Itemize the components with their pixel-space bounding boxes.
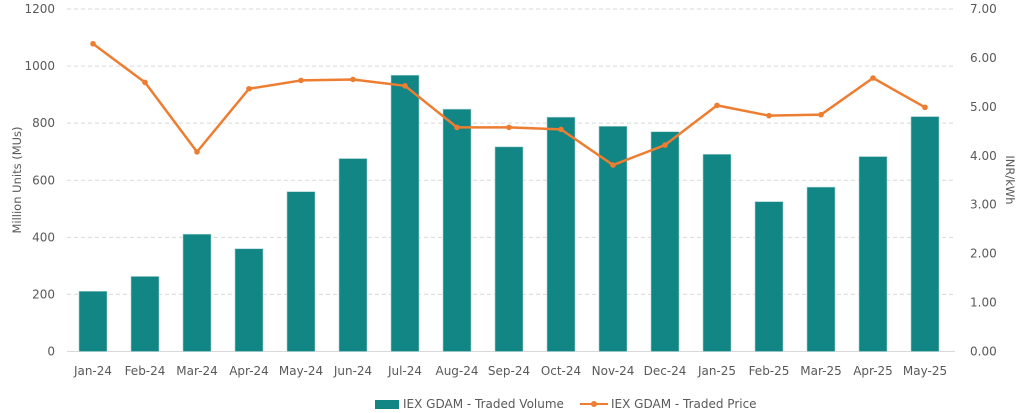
left-tick-label: 400 <box>32 230 55 244</box>
price-point <box>246 85 252 92</box>
volume-bar <box>390 74 420 352</box>
right-axis-title: INR/kWh <box>1003 155 1017 204</box>
x-tick-label: Dec-24 <box>644 364 687 378</box>
left-tick-label: 800 <box>32 116 55 130</box>
x-tick-label: Feb-25 <box>749 364 790 378</box>
left-tick-label: 600 <box>32 173 55 187</box>
x-axis-ticks: Jan-24 Feb-24 Mar-24 Apr-24 May-24 Jun-24 Jul-… <box>73 364 947 378</box>
price-point <box>818 111 824 118</box>
right-tick-label: 3.00 <box>970 198 997 212</box>
x-tick-label: Apr-25 <box>853 364 893 378</box>
right-tick-label: 4.00 <box>970 149 997 163</box>
x-tick-label: Feb-24 <box>125 364 166 378</box>
volume-bar <box>182 233 212 352</box>
x-tick-label: Jan-25 <box>697 364 736 378</box>
price-point <box>142 79 148 86</box>
x-tick-label: Jul-24 <box>387 364 422 378</box>
price-point <box>766 112 772 119</box>
volume-bar <box>754 201 784 352</box>
left-tick-label: 1000 <box>24 59 55 73</box>
price-point <box>350 76 356 83</box>
left-axis-title: Million Units (MUs) <box>10 126 24 233</box>
price-point <box>506 124 512 131</box>
volume-bar <box>78 290 108 352</box>
price-point <box>90 40 96 47</box>
left-tick-label: 1200 <box>24 2 55 16</box>
line-marker-swatch-icon <box>580 400 608 409</box>
price-point <box>194 149 200 155</box>
volume-bar <box>858 156 888 352</box>
right-tick-label: 0.00 <box>970 345 997 359</box>
volume-bar <box>130 276 160 352</box>
price-point <box>610 162 616 168</box>
x-tick-label: Jun-24 <box>333 364 372 378</box>
x-tick-label: Nov-24 <box>592 364 635 378</box>
volume-bar <box>702 153 732 352</box>
price-point <box>714 102 720 109</box>
bar-swatch-icon <box>375 399 399 409</box>
price-point <box>558 126 564 133</box>
volume-bars <box>78 74 940 352</box>
x-tick-label: May-24 <box>279 364 323 378</box>
right-tick-label: 5.00 <box>970 100 997 114</box>
x-tick-label: Apr-24 <box>229 364 269 378</box>
right-axis-ticks: 0.00 1.00 2.00 3.00 4.00 5.00 6.00 7.00 <box>970 2 997 359</box>
price-point <box>454 124 460 131</box>
price-point <box>402 83 408 89</box>
x-tick-label: Oct-24 <box>541 364 581 378</box>
x-tick-label: Mar-24 <box>176 364 217 378</box>
price-line <box>90 40 928 168</box>
price-point <box>298 77 304 84</box>
legend-item-price[interactable]: IEX GDAM - Traded Price <box>580 395 757 413</box>
legend-label-price: IEX GDAM - Traded Price <box>611 397 757 411</box>
volume-bar <box>338 158 368 352</box>
combo-chart: 0 200 400 600 800 1000 1200 0.00 1.00 2.00 3.00 4.… <box>10 2 1017 378</box>
price-point <box>922 104 928 111</box>
volume-bar <box>650 131 680 352</box>
right-tick-label: 2.00 <box>970 247 997 261</box>
left-tick-label: 200 <box>32 287 55 301</box>
x-tick-label: Mar-25 <box>800 364 841 378</box>
right-tick-label: 6.00 <box>970 51 997 65</box>
volume-bar <box>910 116 940 352</box>
x-tick-label: Jan-24 <box>73 364 112 378</box>
legend-label-volume: IEX GDAM - Traded Volume <box>403 397 564 411</box>
x-tick-label: Aug-24 <box>435 364 478 378</box>
volume-bar <box>806 186 836 352</box>
price-point <box>662 142 668 148</box>
right-tick-label: 7.00 <box>970 2 997 16</box>
left-tick-label: 0 <box>47 345 55 359</box>
left-axis-ticks: 0 200 400 600 800 1000 1200 <box>24 2 55 359</box>
volume-bar <box>442 108 472 352</box>
price-point <box>870 75 876 81</box>
right-tick-label: 1.00 <box>970 296 997 310</box>
volume-bar <box>234 248 264 352</box>
volume-bar <box>494 146 524 352</box>
x-tick-label: Sep-24 <box>488 364 530 378</box>
legend: IEX GDAM - Traded Volume IEX GDAM - Trad… <box>0 395 1024 413</box>
volume-bar <box>546 116 576 352</box>
x-tick-label: May-25 <box>903 364 947 378</box>
volume-bar <box>286 191 316 352</box>
legend-item-volume[interactable]: IEX GDAM - Traded Volume <box>375 395 564 413</box>
